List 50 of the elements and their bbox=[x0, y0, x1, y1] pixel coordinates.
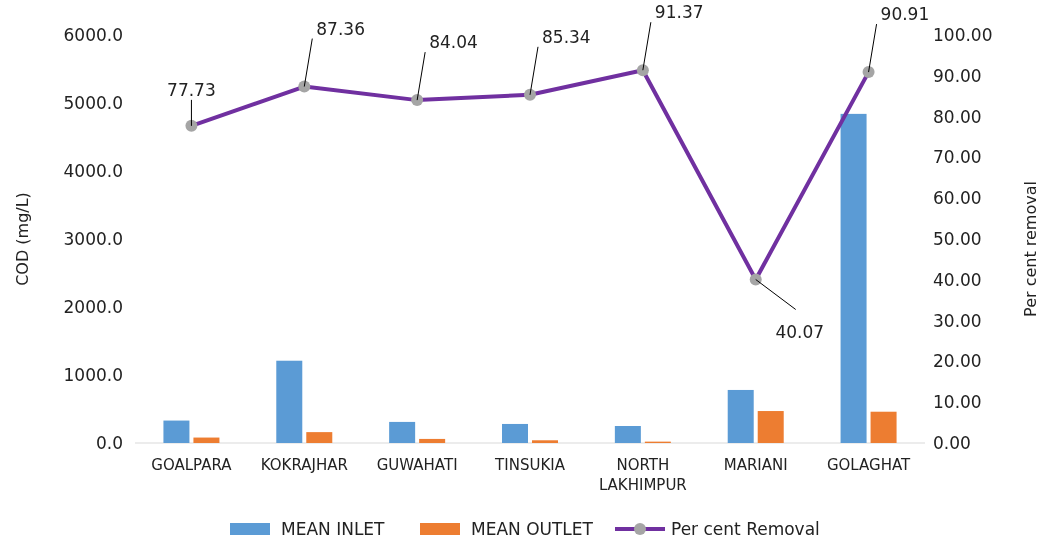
data-label: 84.04 bbox=[429, 32, 478, 53]
y-axis-title: COD (mg/L) bbox=[13, 192, 32, 286]
bar bbox=[306, 432, 333, 443]
bar bbox=[614, 426, 641, 443]
data-label: 87.36 bbox=[316, 18, 365, 39]
legend-label: Per cent Removal bbox=[671, 519, 820, 539]
y-tick-label: 0.0 bbox=[95, 433, 123, 453]
y-tick-label: 6000.0 bbox=[63, 25, 123, 45]
y2-tick-label: 40.00 bbox=[933, 269, 982, 290]
y-tick-label: 2000.0 bbox=[63, 297, 123, 317]
x-tick-label: MARIANI bbox=[723, 456, 788, 474]
y-tick-label: 1000.0 bbox=[63, 365, 123, 385]
data-label: 77.73 bbox=[167, 79, 216, 100]
data-label: 90.91 bbox=[880, 4, 930, 25]
y2-tick-label: 20.00 bbox=[933, 351, 982, 372]
bar bbox=[757, 411, 784, 443]
y2-tick-label: 70.00 bbox=[933, 147, 982, 168]
bar bbox=[276, 360, 303, 443]
legend-label: MEAN OUTLET bbox=[471, 519, 594, 539]
y2-axis-title: Per cent removal bbox=[1021, 181, 1039, 317]
y2-tick-label: 90.00 bbox=[933, 65, 982, 86]
bar bbox=[193, 437, 220, 443]
bar bbox=[163, 420, 190, 443]
bar bbox=[419, 438, 446, 443]
bar bbox=[870, 411, 897, 443]
y2-tick-label: 10.00 bbox=[933, 392, 982, 413]
x-tick-label: NORTH LAKHIMPUR bbox=[598, 456, 687, 494]
y2-tick-label: 100.00 bbox=[933, 25, 993, 45]
data-label: 91.37 bbox=[654, 2, 704, 23]
bar bbox=[502, 423, 528, 443]
bar bbox=[389, 421, 416, 443]
y-tick-label: 4000.0 bbox=[63, 161, 123, 181]
y2-tick-label: 60.00 bbox=[933, 188, 982, 209]
y2-tick-label: 30.00 bbox=[933, 310, 982, 331]
x-tick-label: GOALPARA bbox=[151, 456, 233, 474]
y-tick-label: 5000.0 bbox=[63, 93, 123, 113]
x-tick-label: TINSUKIA bbox=[494, 456, 566, 474]
bar bbox=[532, 440, 558, 443]
bar bbox=[727, 389, 754, 443]
bar bbox=[840, 113, 867, 443]
data-label: 40.07 bbox=[775, 321, 825, 342]
y-tick-label: 3000.0 bbox=[63, 229, 123, 249]
y2-tick-label: 0.00 bbox=[933, 433, 971, 453]
legend-label: MEAN INLET bbox=[281, 519, 386, 539]
x-tick-label: GUWAHATI bbox=[376, 456, 458, 474]
y2-tick-label: 80.00 bbox=[933, 106, 982, 127]
y2-tick-label: 50.00 bbox=[933, 229, 982, 249]
x-tick-label: KOKRAJHAR bbox=[260, 456, 348, 474]
x-tick-label: GOLAGHAT bbox=[826, 456, 912, 474]
data-label: 85.34 bbox=[542, 26, 591, 47]
